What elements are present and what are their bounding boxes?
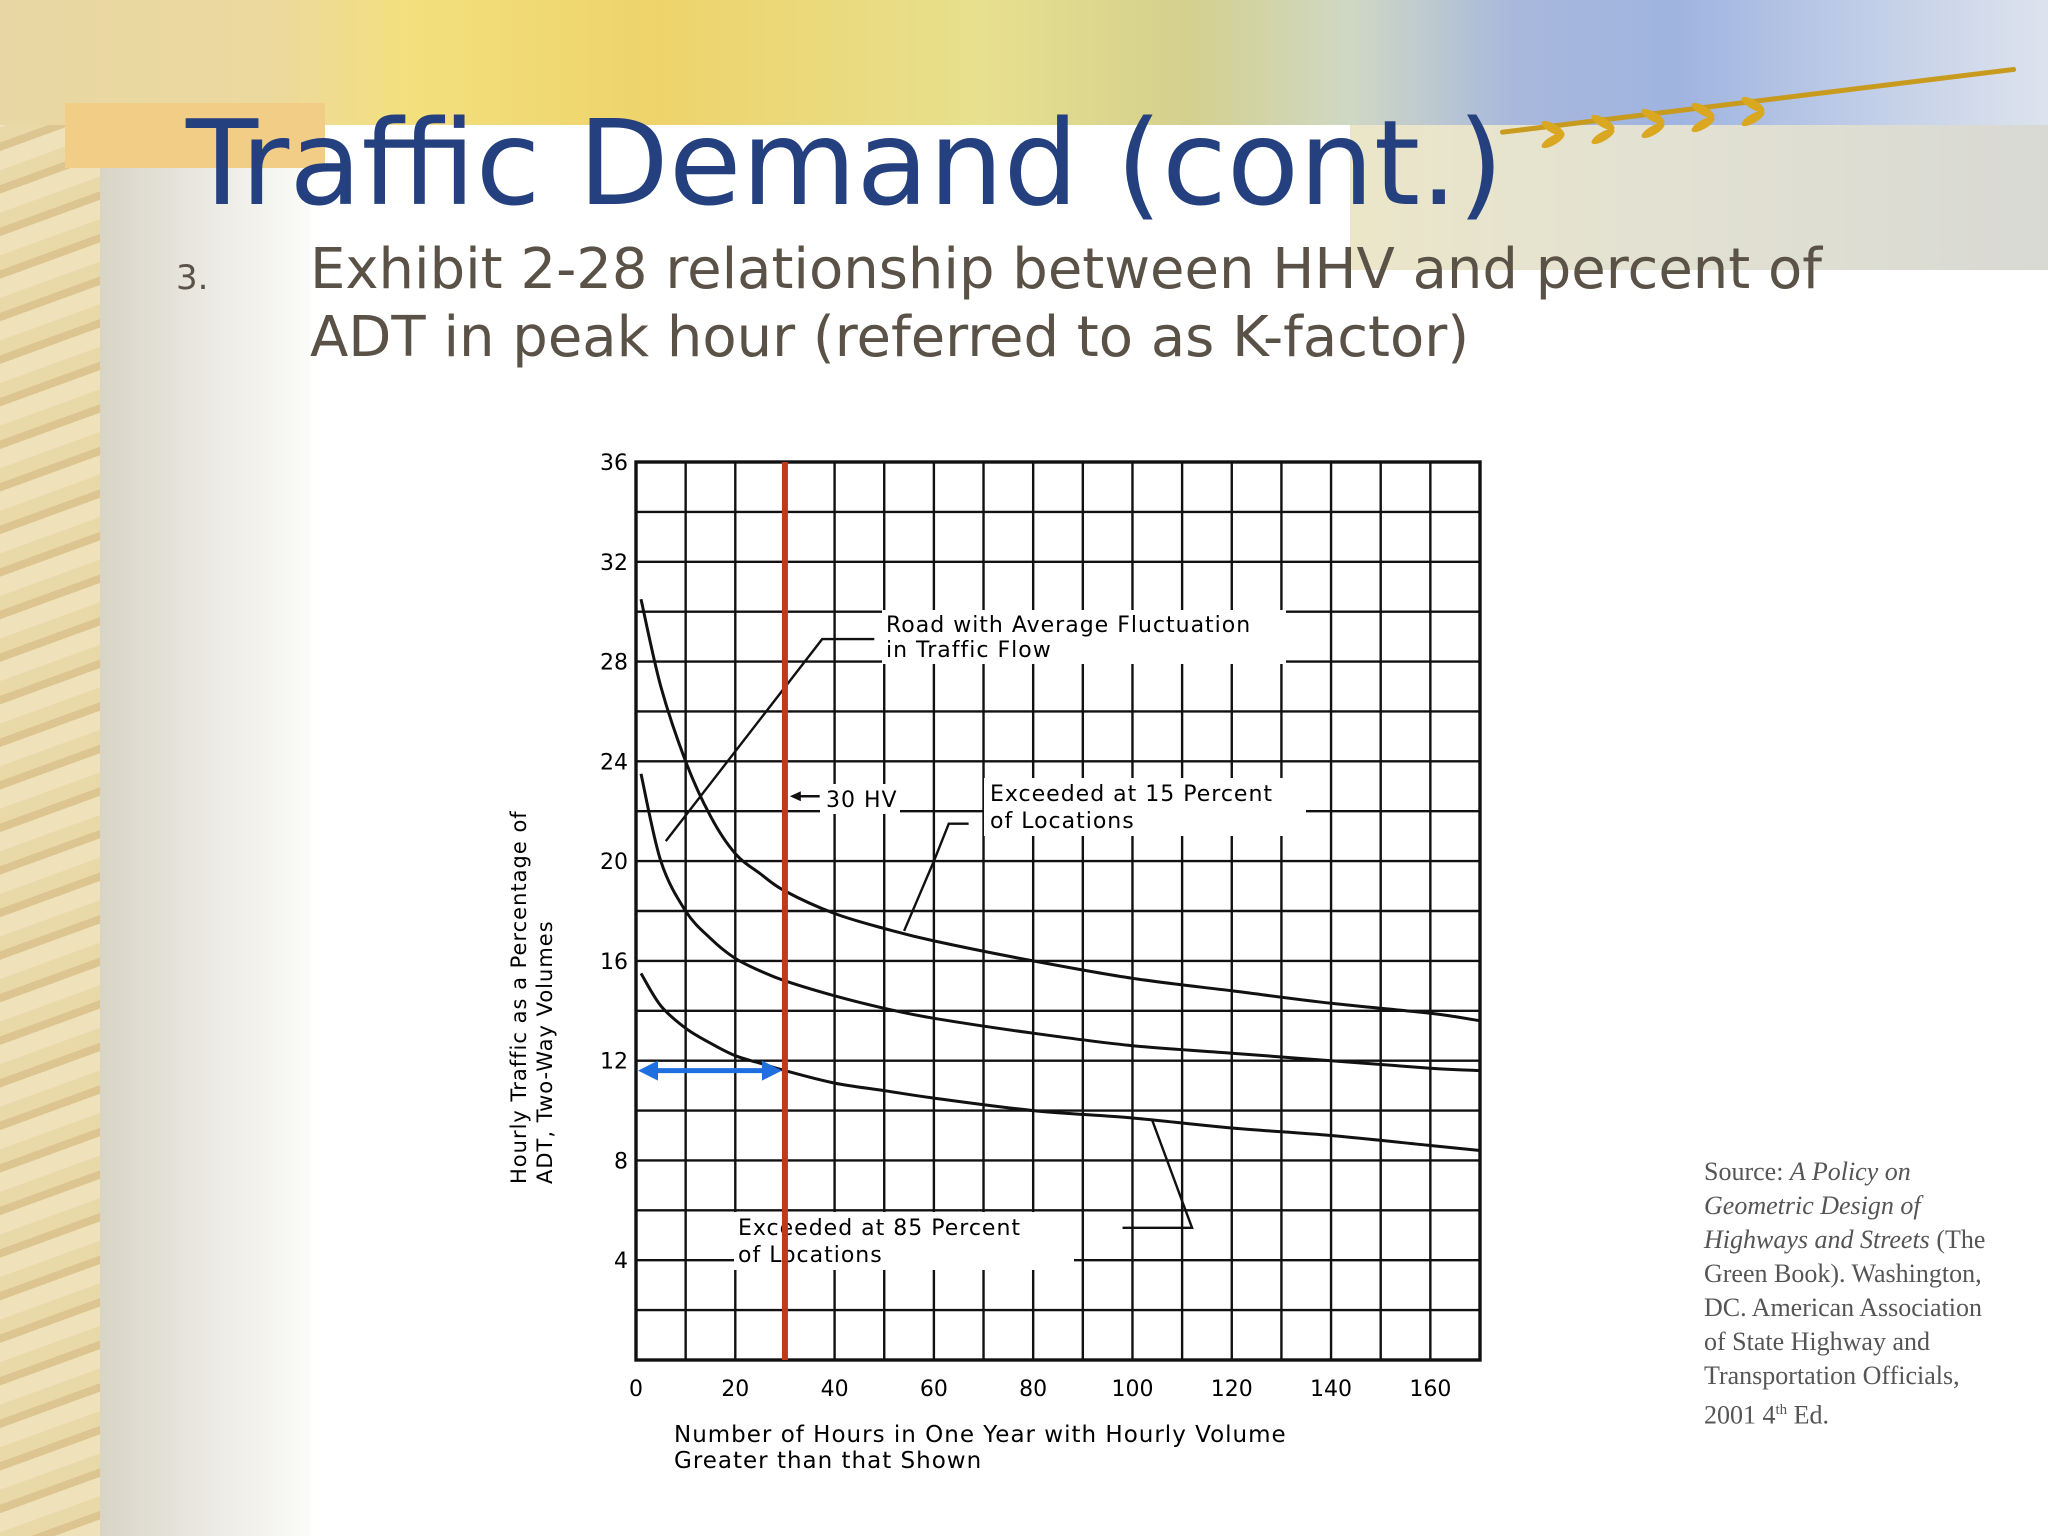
series-line-average [639, 773, 1481, 1073]
x-tick-label: 80 [1019, 1377, 1047, 1402]
reference-arrow-right-head [761, 1060, 782, 1081]
annotation-30hv-label: 30 HV [826, 788, 898, 813]
y-tick-label: 4 [614, 1249, 628, 1274]
reference-arrow-left-head [638, 1060, 658, 1081]
source-superscript: th [1775, 1402, 1788, 1418]
y-tick-label: 28 [600, 651, 628, 676]
annotation-15-line-2: of Locations [990, 809, 1135, 834]
header-right-panel [1350, 125, 2048, 270]
x-tick-label: 100 [1111, 1377, 1153, 1402]
y-tick-label: 32 [600, 551, 628, 576]
source-citation: Source: A Policy on Geometric Design of … [1704, 1155, 2004, 1433]
y-axis-label-line-2: ADT, Two-Way Volumes [533, 920, 557, 1184]
leader-exceeded-15 [902, 822, 969, 932]
y-tick-label: 20 [600, 850, 628, 875]
x-axis-label-line-2: Greater than that Shown [674, 1448, 982, 1474]
y-tick-label: 24 [600, 750, 628, 775]
source-prefix: Source: [1704, 1157, 1790, 1186]
x-axis-label-line-1: Number of Hours in One Year with Hourly … [674, 1422, 1287, 1448]
bullet-line-2: ADT in peak hour (referred to as K-facto… [310, 305, 1470, 370]
y-tick-label: 16 [600, 950, 628, 975]
leader-30hv-arrowhead [789, 791, 801, 802]
x-tick-label: 160 [1409, 1377, 1451, 1402]
plot-frame [634, 460, 1482, 1362]
source-details: (The Green Book). Washington, DC. Americ… [1704, 1225, 1986, 1430]
annotation-15-line-1: Exceeded at 15 Percent [990, 782, 1273, 807]
k-factor-chart-svg: 0 20 40 60 80 100 120 140 160 4 8 12 16 20 24 28 32 36 Nu… [507, 451, 1482, 1474]
leader-average-fluctuation [664, 637, 875, 842]
x-tick-label: 20 [721, 1377, 749, 1402]
x-tick-label: 0 [629, 1377, 643, 1402]
x-tick-label: 40 [821, 1377, 849, 1402]
source-edition: Ed. [1787, 1400, 1830, 1430]
annotation-leaders [664, 637, 1194, 1262]
y-tick-label: 12 [600, 1050, 628, 1075]
y-axis-label-line-1: Hourly Traffic as a Percentage of [507, 810, 531, 1184]
chart-ticks: 0 20 40 60 80 100 120 140 160 4 8 12 16 20 24 28 32 36 [600, 451, 1451, 1402]
annotation-exceeded-85: Exceeded at 85 Percent of Locations [734, 1212, 1074, 1270]
y-tick-label: 36 [600, 451, 628, 476]
wheat-ornament-icon [1499, 66, 2030, 166]
annotation-85-line-2: of Locations [738, 1243, 883, 1268]
slide-title: Traffic Demand (cont.) [186, 94, 1504, 232]
x-tick-label: 140 [1310, 1377, 1352, 1402]
y-tick-label: 8 [614, 1149, 628, 1174]
annotation-30hv: 30 HV [820, 784, 900, 814]
bullet-text: Exhibit 2-28 relationship between HHV an… [310, 236, 1960, 372]
left-shadow-band [100, 120, 310, 1536]
annotation-average-line-2: in Traffic Flow [886, 638, 1052, 663]
parchment-border [0, 0, 108, 1536]
header-accent-band [65, 103, 325, 168]
annotation-85-line-1: Exceeded at 85 Percent [738, 1216, 1021, 1241]
annotation-average-fluctuation: Road with Average Fluctuation in Traffic… [882, 610, 1286, 664]
k-factor-chart: 0 20 40 60 80 100 120 140 160 4 8 12 16 20 24 28 32 36 Nu… [312, 428, 1492, 1536]
series-line-exceeded-85 [639, 972, 1481, 1152]
source-book-title: A Policy on Geometric Design of Highways… [1704, 1157, 1930, 1254]
bullet-number: 3. [176, 258, 209, 298]
annotation-average-line-1: Road with Average Fluctuation [886, 613, 1251, 638]
leader-exceeded-85-a [1122, 1120, 1194, 1229]
x-tick-label: 120 [1211, 1377, 1253, 1402]
annotation-exceeded-15: Exceeded at 15 Percent of Locations [984, 778, 1306, 836]
x-tick-label: 60 [920, 1377, 948, 1402]
chart-overlays [638, 462, 788, 1360]
chart-series [639, 598, 1481, 1152]
bullet-line-1: Exhibit 2-28 relationship between HHV an… [310, 237, 1822, 302]
series-line-exceeded-15 [639, 598, 1481, 1023]
